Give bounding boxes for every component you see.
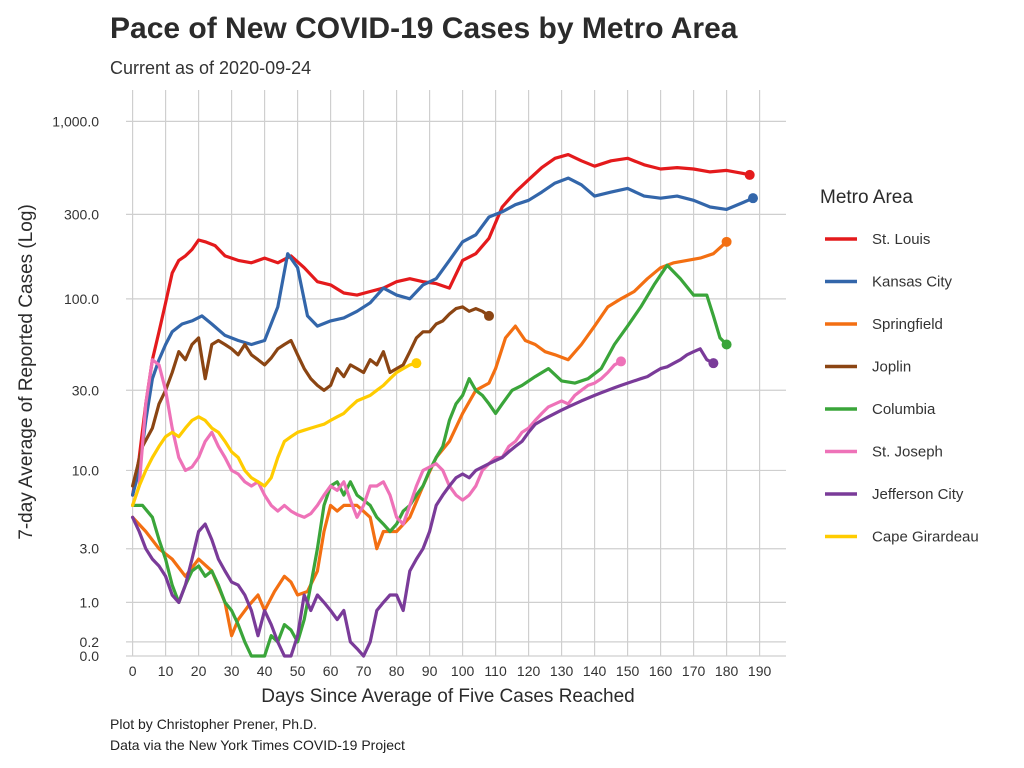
legend-title: Metro Area [820,187,913,208]
legend-label: St. Louis [872,231,930,248]
x-tick-label: 60 [323,663,339,679]
y-tick-label: 300.0 [64,206,99,222]
series-lines [131,153,758,658]
series-line [131,361,418,507]
y-tick-label: 1.0 [80,594,100,610]
legend-label: St. Joseph [872,444,943,461]
series-end-point [708,358,719,369]
x-tick-label: 120 [517,663,541,679]
series-line [131,358,623,526]
x-tick-label: 40 [257,663,273,679]
x-axis-ticks: 0 10 20 30 40 50 60 70 80 90 100 110 120 130 140 150 160… [129,663,772,679]
x-tick-label: 190 [748,663,772,679]
series-line [131,240,729,638]
series-line [131,263,729,658]
x-tick-label: 80 [389,663,405,679]
series-line [131,347,715,658]
series-end-point [721,236,732,247]
x-tick-label: 50 [290,663,306,679]
x-tick-label: 140 [583,663,607,679]
x-tick-label: 20 [191,663,207,679]
chart-title: Pace of New COVID-19 Cases by Metro Area [110,12,738,45]
y-tick-label: 1,000.0 [52,113,99,129]
caption-author: Plot by Christopher Prener, Ph.D. [110,716,317,732]
series-end-point [748,193,758,204]
legend-label: Kansas City [872,274,953,291]
x-tick-label: 130 [550,663,574,679]
legend-label: Cape Girardeau [872,529,979,546]
x-tick-label: 110 [484,663,507,679]
legend-label: Joplin [872,359,911,376]
y-tick-label: 100.0 [64,291,99,307]
chart-subtitle: Current as of 2020-09-24 [110,58,311,78]
series-end-point [616,356,626,367]
series-end-point [721,339,732,350]
x-tick-label: 10 [158,663,174,679]
x-tick-label: 160 [649,663,673,679]
x-tick-label: 150 [616,663,640,679]
x-tick-label: 170 [682,663,706,679]
y-tick-label: 10.0 [72,462,99,478]
legend-label: Jefferson City [872,486,964,503]
y-tick-label: 0.2 [80,634,100,650]
series-end-point [411,358,422,369]
legend-label: Springfield [872,316,943,333]
series-end-point [744,169,755,180]
x-tick-label: 70 [356,663,372,679]
legend: St. Louis Kansas City Springfield Joplin Col… [825,231,979,546]
series-end-point [484,310,494,321]
series-line [131,305,491,488]
caption-source: Data via the New York Times COVID-19 Pro… [110,737,405,753]
x-tick-label: 180 [715,663,739,679]
x-tick-label: 30 [224,663,240,679]
x-tick-label: 0 [129,663,137,679]
y-tick-label: 30.0 [72,382,99,398]
legend-label: Columbia [872,401,936,418]
y-axis-ticks: 0.00.2 1.0 3.0 10.0 30.0 100.0 300.0 1,000.0 [52,113,99,664]
x-tick-label: 90 [422,663,438,679]
series-line [131,153,752,497]
series-line [131,176,755,497]
y-tick-label: 0.0 [80,648,100,664]
y-axis-title: 7-day Average of Reported Cases (Log) [16,204,37,540]
x-axis-title: Days Since Average of Five Cases Reached [261,686,635,707]
y-tick-label: 3.0 [80,541,100,557]
x-tick-label: 100 [451,663,475,679]
